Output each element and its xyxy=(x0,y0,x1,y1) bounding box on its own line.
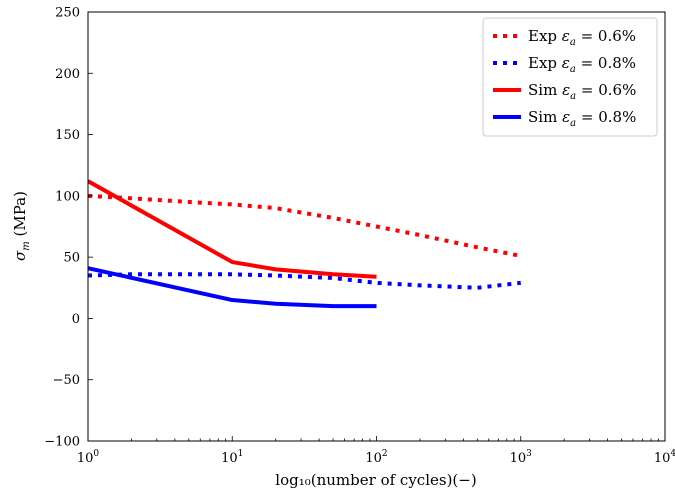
series-layer xyxy=(88,179,522,309)
legend: Exp εa = 0.6% Exp εa = 0.8% Sim εa = 0.6% S… xyxy=(482,17,658,137)
y-tick-label: 50 xyxy=(63,251,80,266)
x-tick-label: 104 xyxy=(654,449,675,466)
y-tick-label: 100 xyxy=(55,189,80,204)
series-line-2 xyxy=(88,272,521,290)
y-axis-label-rest: (MPa) xyxy=(11,191,29,241)
y-tick-label: −50 xyxy=(53,373,80,388)
series-line-4 xyxy=(88,266,377,309)
x-tick-label: 103 xyxy=(510,449,533,466)
legend-box xyxy=(482,17,658,137)
x-axis-label: log₁₀(number of cycles)(−) xyxy=(275,471,476,489)
y-tick-label: 250 xyxy=(55,6,80,21)
y-tick-label: 0 xyxy=(72,312,80,327)
x-tick-label: 102 xyxy=(365,449,387,466)
y-tick-label: 200 xyxy=(55,67,80,82)
legend-label-4: Sim εa = 0.8% xyxy=(528,108,636,129)
x-tick-label: 101 xyxy=(221,449,243,466)
series-line-1 xyxy=(88,193,522,258)
y-axis-label: σm (MPa) xyxy=(11,191,32,261)
series-line-3 xyxy=(88,179,377,279)
y-axis-ticks: −100 −50 0 50 100 150 200 250 xyxy=(44,6,93,450)
legend-label-2: Exp εa = 0.8% xyxy=(528,54,636,75)
y-tick-label: −100 xyxy=(44,435,80,450)
legend-label-3: Sim εa = 0.6% xyxy=(528,81,636,102)
legend-label-1: Exp εa = 0.6% xyxy=(528,27,636,48)
y-axis-label-main: σ xyxy=(11,250,29,261)
y-tick-label: 150 xyxy=(55,128,80,143)
x-tick-label: 100 xyxy=(77,449,100,466)
x-axis-ticks: 100 101 102 103 104 xyxy=(77,436,675,466)
y-axis-label-sub: m xyxy=(21,241,32,250)
